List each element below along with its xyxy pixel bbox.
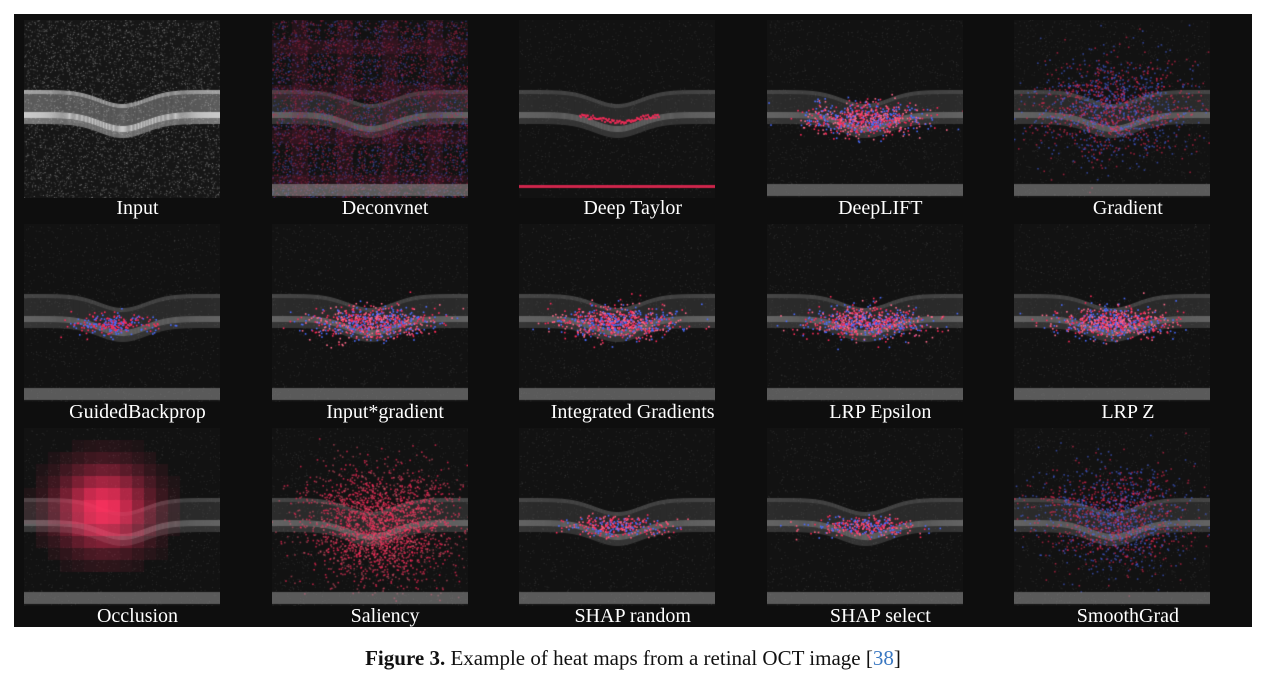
panel-label: Input bbox=[116, 197, 159, 219]
heatmap-figure: Input Deconvnet Deep Taylor DeepLIFT Gradien… bbox=[14, 14, 1252, 627]
heatmap-image bbox=[519, 428, 716, 606]
panel-label: Occlusion bbox=[96, 605, 179, 627]
panel-lrp-epsilon: LRP Epsilon bbox=[757, 218, 1004, 423]
panel-label: SHAP random bbox=[574, 605, 691, 627]
panel-deconvnet: Deconvnet bbox=[262, 14, 509, 219]
panel-label: LRP Z bbox=[1101, 401, 1155, 423]
panel-shap-random: SHAP random bbox=[509, 422, 756, 627]
heatmap-image bbox=[271, 224, 468, 402]
caption-ref-close: ] bbox=[893, 646, 901, 670]
panel-label: SmoothGrad bbox=[1076, 605, 1179, 627]
panel-label: LRP Epsilon bbox=[829, 401, 932, 423]
panel-smoothgrad: SmoothGrad bbox=[1004, 422, 1251, 627]
panel-label: Integrated Gradients bbox=[550, 401, 715, 423]
panel-input: Input bbox=[14, 14, 261, 219]
caption-prefix: Figure 3. bbox=[365, 646, 446, 670]
heatmap-image bbox=[1014, 224, 1211, 402]
panel-label: SHAP select bbox=[829, 605, 931, 627]
panel-deep-taylor: Deep Taylor bbox=[509, 14, 756, 219]
panel-gradient: Gradient bbox=[1004, 14, 1251, 219]
panel-label: GuidedBackprop bbox=[69, 401, 206, 423]
heatmap-image bbox=[766, 20, 963, 198]
panel-label: Input*gradient bbox=[326, 401, 444, 423]
panel-integrated-gradients: Integrated Gradients bbox=[509, 218, 756, 423]
heatmap-image bbox=[1014, 428, 1211, 606]
panel-input-gradient: Input*gradient bbox=[262, 218, 509, 423]
heatmap-image bbox=[766, 224, 963, 402]
heatmap-image bbox=[24, 20, 220, 198]
panel-lrp-z: LRP Z bbox=[1004, 218, 1251, 423]
citation-link[interactable]: 38 bbox=[872, 646, 894, 670]
heatmap-image bbox=[24, 224, 220, 402]
caption-ref-open: [ bbox=[865, 646, 873, 670]
panel-label: DeepLIFT bbox=[838, 197, 923, 219]
panel-label: Saliency bbox=[350, 605, 420, 627]
panel-label: Deep Taylor bbox=[583, 197, 683, 219]
panel-shap-select: SHAP select bbox=[757, 422, 1004, 627]
panel-label: Deconvnet bbox=[341, 197, 429, 219]
panel-occlusion: Occlusion bbox=[14, 422, 261, 627]
heatmap-image bbox=[1014, 20, 1211, 198]
heatmap-image bbox=[271, 20, 468, 198]
panel-guidedbackprop: GuidedBackprop bbox=[14, 218, 261, 423]
heatmap-image bbox=[24, 428, 220, 606]
panel-saliency: Saliency bbox=[262, 422, 509, 627]
heatmap-image bbox=[519, 224, 716, 402]
panel-deeplift: DeepLIFT bbox=[757, 14, 1004, 219]
heatmap-image bbox=[766, 428, 963, 606]
heatmap-image bbox=[519, 20, 716, 198]
panel-label: Gradient bbox=[1092, 197, 1163, 219]
figure-caption: Figure 3. Example of heat maps from a re… bbox=[0, 645, 1266, 671]
heatmap-image bbox=[271, 428, 468, 606]
caption-text: Example of heat maps from a retinal OCT … bbox=[445, 646, 866, 670]
